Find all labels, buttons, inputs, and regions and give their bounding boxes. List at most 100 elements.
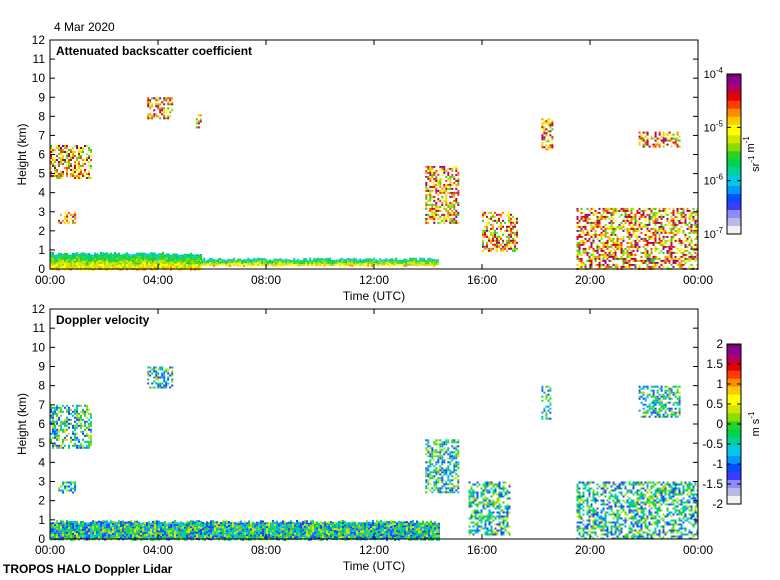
- data-cell: [245, 261, 248, 264]
- data-cell: [164, 262, 166, 265]
- data-cell: [384, 523, 386, 526]
- data-cell: [70, 521, 72, 523]
- data-cell: [425, 201, 428, 204]
- data-cell: [692, 245, 695, 248]
- data-cell: [353, 259, 356, 262]
- data-cell: [425, 221, 428, 224]
- data-cell: [218, 522, 220, 525]
- data-cell: [106, 522, 108, 525]
- data-cell: [82, 523, 84, 525]
- data-cell: [426, 537, 428, 540]
- data-cell: [385, 260, 388, 263]
- data-cell: [492, 223, 494, 226]
- data-cell: [256, 529, 258, 532]
- data-cell: [500, 215, 502, 218]
- data-cell: [198, 534, 200, 537]
- data-cell: [100, 525, 102, 528]
- data-cell: [172, 253, 174, 256]
- data-cell: [249, 264, 252, 267]
- data-cell: [646, 131, 649, 134]
- data-cell: [238, 533, 240, 536]
- data-cell: [646, 259, 649, 262]
- data-cell: [455, 211, 458, 214]
- data-cell: [250, 530, 252, 533]
- data-cell: [634, 243, 637, 246]
- data-cell: [648, 215, 651, 218]
- data-cell: [58, 258, 60, 261]
- y-tick-label: 10: [32, 71, 46, 85]
- data-cell: [408, 530, 410, 533]
- data-cell: [368, 525, 370, 528]
- data-cell: [330, 535, 332, 538]
- data-cell: [60, 157, 62, 159]
- data-cell: [80, 177, 82, 179]
- data-cell: [110, 534, 112, 537]
- data-cell: [132, 526, 134, 529]
- data-cell: [149, 101, 152, 104]
- data-cell: [654, 211, 657, 214]
- data-cell: [547, 138, 550, 141]
- data-cell: [68, 529, 70, 531]
- data-cell: [600, 225, 603, 228]
- data-cell: [88, 157, 90, 159]
- data-cell: [208, 530, 210, 533]
- data-cell: [486, 225, 488, 228]
- data-cell: [614, 251, 617, 254]
- data-cell: [152, 532, 154, 535]
- data-cell: [317, 263, 320, 266]
- data-cell: [84, 145, 86, 147]
- data-cell: [242, 536, 244, 539]
- data-cell: [349, 264, 352, 267]
- data-cell: [648, 253, 651, 256]
- data-cell: [86, 257, 88, 260]
- y-tick-label: 0: [38, 262, 45, 276]
- data-cell: [76, 254, 78, 257]
- data-cell: [373, 261, 376, 264]
- data-cell: [638, 263, 641, 266]
- data-cell: [314, 530, 316, 532]
- data-cell: [288, 523, 290, 526]
- data-cell: [410, 532, 412, 535]
- data-cell: [182, 264, 184, 267]
- data-cell: [146, 261, 148, 264]
- data-cell: [363, 261, 366, 263]
- data-cell: [248, 528, 250, 531]
- data-cell: [76, 266, 78, 269]
- data-cell: [624, 219, 627, 222]
- data-cell: [488, 239, 490, 242]
- data-cell: [596, 215, 599, 218]
- data-cell: [606, 227, 609, 230]
- data-cell: [318, 536, 320, 539]
- data-cell: [102, 258, 104, 261]
- data-cell: [600, 227, 603, 230]
- data-cell: [348, 530, 350, 532]
- data-cell: [200, 262, 202, 264]
- data-cell: [668, 247, 671, 250]
- data-cell: [650, 211, 653, 214]
- data-cell: [80, 169, 82, 171]
- data-cell: [482, 231, 484, 234]
- data-cell: [512, 247, 514, 250]
- data-cell: [668, 221, 671, 224]
- data-cell: [427, 199, 430, 202]
- data-cell: [684, 219, 687, 222]
- data-cell: [80, 254, 82, 257]
- data-cell: [340, 535, 342, 538]
- data-cell: [397, 259, 400, 262]
- data-cell: [690, 253, 693, 256]
- data-cell: [672, 231, 675, 234]
- data-cell: [545, 144, 548, 147]
- data-cell: [62, 163, 64, 165]
- data-cell: [626, 209, 629, 212]
- data-cell: [166, 253, 168, 256]
- data-cell: [688, 217, 691, 220]
- data-cell: [292, 533, 294, 536]
- data-cell: [74, 175, 76, 177]
- data-cell: [646, 223, 649, 226]
- data-cell: [112, 533, 114, 536]
- data-cell: [72, 521, 74, 523]
- data-cell: [50, 536, 52, 539]
- data-cell: [178, 268, 180, 271]
- data-cell: [219, 259, 222, 262]
- data-cell: [393, 263, 396, 266]
